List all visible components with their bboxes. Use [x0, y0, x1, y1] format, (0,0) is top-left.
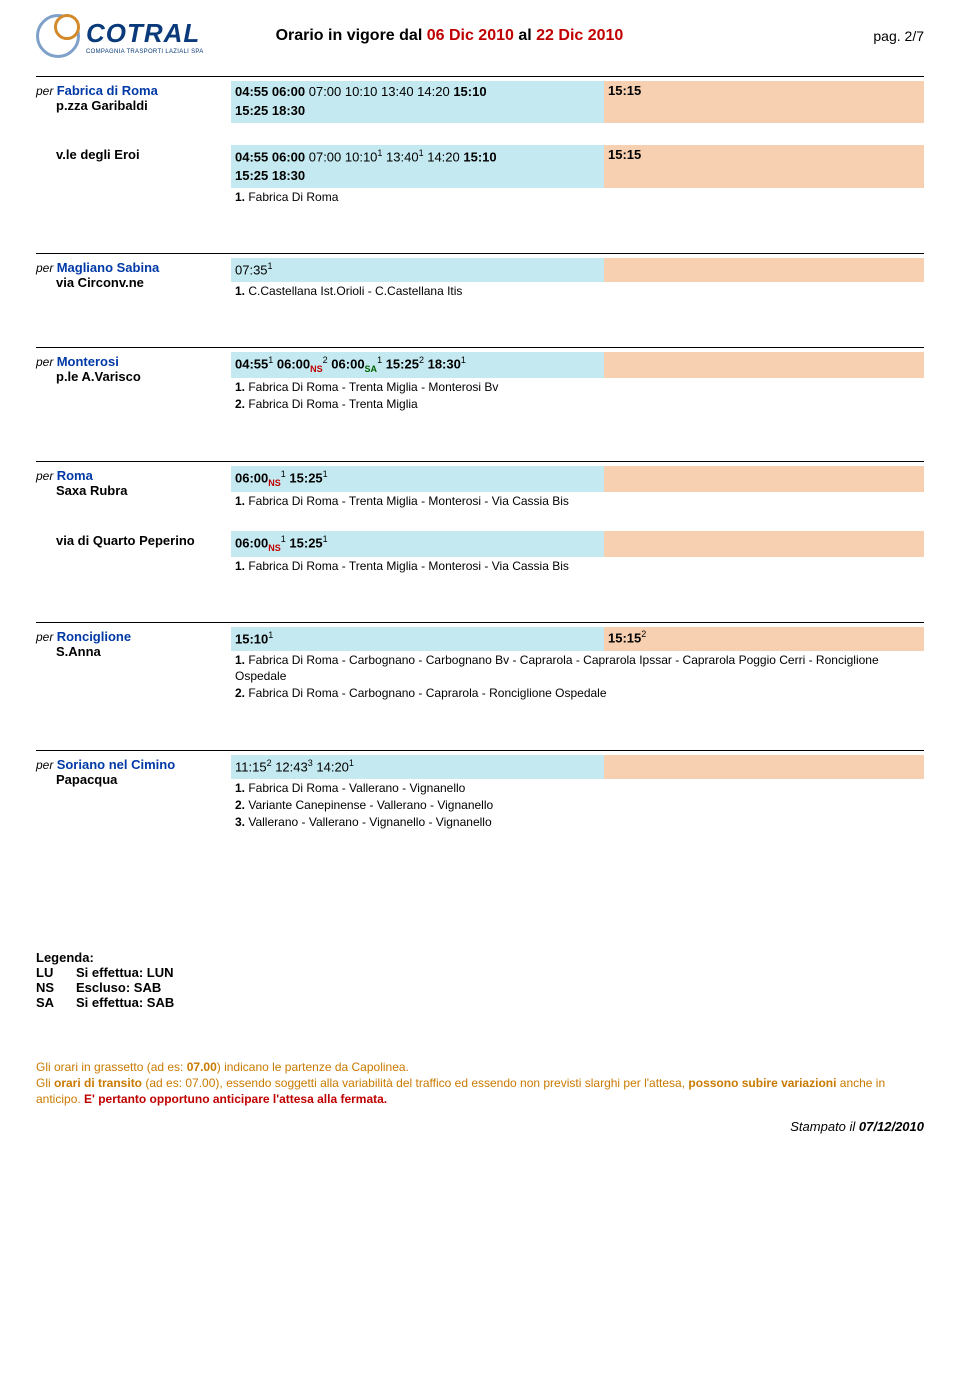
times-cell: 04:551 06:00NS2 06:00SA1 15:252 18:301 — [231, 352, 604, 378]
times-cell-right — [604, 755, 924, 779]
location: v.le degli Eroi — [36, 147, 231, 162]
location: Papacqua — [36, 772, 231, 787]
route-note: 2. Fabrica Di Roma - Carbognano - Caprar… — [231, 684, 924, 701]
header: COTRAL COMPAGNIA TRASPORTI LAZIALI SPA O… — [36, 14, 924, 58]
destination: Monterosi — [57, 354, 119, 369]
times-cell: 15:101 — [231, 627, 604, 651]
times-cell-right — [604, 352, 924, 378]
route-note: 1. Fabrica Di Roma - Trenta Miglia - Mon… — [231, 378, 924, 395]
destination: Fabrica di Roma — [57, 83, 158, 98]
per-label: per — [36, 469, 57, 483]
route-note: 1. Fabrica Di Roma — [231, 188, 924, 205]
times-cell: 04:55 06:00 07:00 10:10 13:40 14:20 15:1… — [231, 81, 604, 123]
destination: Magliano Sabina — [57, 260, 160, 275]
location: Saxa Rubra — [36, 483, 231, 498]
times-cell: 07:351 — [231, 258, 604, 282]
route-note: 2. Variante Canepinense - Vallerano - Vi… — [231, 796, 924, 813]
per-label: per — [36, 84, 57, 98]
page-title: Orario in vigore dal 06 Dic 2010 al 22 D… — [276, 27, 624, 45]
times-cell: 04:55 06:00 07:00 10:101 13:401 14:20 15… — [231, 145, 604, 188]
legend-item: NSEscluso: SAB — [36, 980, 924, 995]
footer-notes: Gli orari in grassetto (ad es: 07.00) in… — [36, 1060, 924, 1107]
times-cell-right: 15:15 — [604, 81, 924, 123]
times-cell: 06:00NS1 15:251 — [231, 531, 604, 557]
destination: Ronciglione — [57, 629, 131, 644]
legend: Legenda: LUSi effettua: LUNNSEscluso: SA… — [36, 950, 924, 1010]
route-note: 1. Fabrica Di Roma - Vallerano - Vignane… — [231, 779, 924, 796]
times-cell: 11:152 12:433 14:201 — [231, 755, 604, 779]
logo-subtitle: COMPAGNIA TRASPORTI LAZIALI SPA — [86, 49, 204, 55]
times-cell-right: 15:15 — [604, 145, 924, 188]
per-label: per — [36, 261, 57, 275]
times-cell-right: 15:152 — [604, 627, 924, 651]
route-note: 1. Fabrica Di Roma - Carbognano - Carbog… — [231, 651, 924, 684]
legend-item: SASi effettua: SAB — [36, 995, 924, 1010]
per-label: per — [36, 630, 57, 644]
destination: Roma — [57, 468, 93, 483]
route-note: 1. Fabrica Di Roma - Trenta Miglia - Mon… — [231, 492, 924, 509]
location: p.zza Garibaldi — [36, 98, 231, 113]
print-date: Stampato il 07/12/2010 — [36, 1119, 924, 1134]
logo-text: COTRAL — [86, 18, 204, 49]
route-note: 3. Vallerano - Vallerano - Vignanello - … — [231, 813, 924, 830]
page-number: pag. 2/7 — [873, 28, 924, 44]
times-cell: 06:00NS1 15:251 — [231, 466, 604, 492]
route-note: 1. C.Castellana Ist.Orioli - C.Castellan… — [231, 282, 924, 299]
per-label: per — [36, 355, 57, 369]
destination: Soriano nel Cimino — [57, 757, 175, 772]
per-label: per — [36, 758, 57, 772]
route-note: 2. Fabrica Di Roma - Trenta Miglia — [231, 395, 924, 412]
legend-title: Legenda: — [36, 950, 924, 965]
times-cell-right — [604, 466, 924, 492]
legend-item: LUSi effettua: LUN — [36, 965, 924, 980]
times-cell-right — [604, 258, 924, 282]
times-cell-right — [604, 531, 924, 557]
location: via di Quarto Peperino — [36, 533, 231, 548]
route-note: 1. Fabrica Di Roma - Trenta Miglia - Mon… — [231, 557, 924, 574]
location: S.Anna — [36, 644, 231, 659]
location: p.le A.Varisco — [36, 369, 231, 384]
location: via Circonv.ne — [36, 275, 231, 290]
logo: COTRAL COMPAGNIA TRASPORTI LAZIALI SPA — [36, 14, 204, 58]
